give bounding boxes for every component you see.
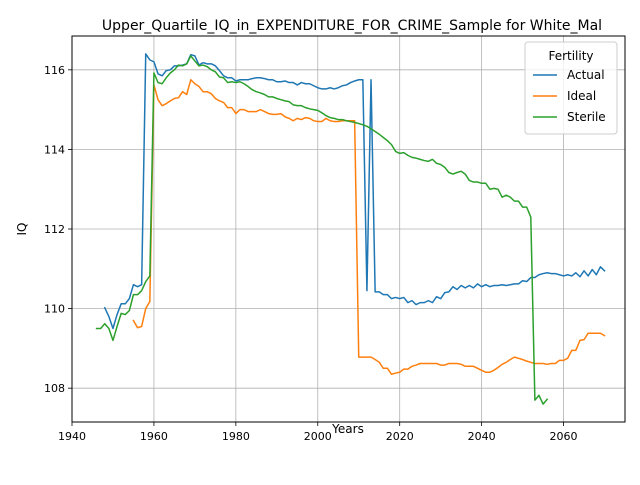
series-line-ideal [132, 79, 606, 375]
legend-label-sterile: Sterile [567, 110, 606, 124]
y-tick-label: 110 [44, 303, 65, 316]
plot-frame [71, 35, 626, 423]
legend-frame [524, 41, 618, 135]
series-lines [95, 53, 606, 405]
x-tick-label: 2000 [304, 430, 332, 443]
x-tick-label: 2040 [468, 430, 496, 443]
x-tick-label: 2020 [386, 430, 414, 443]
series-line-sterile [95, 55, 549, 405]
legend-label-actual: Actual [567, 68, 605, 82]
legend-title: Fertility [548, 49, 593, 63]
y-tick-label: 108 [44, 382, 65, 395]
grid [71, 36, 625, 422]
axes: 1940 1960 1980 2000 2020 2040 2060 108 110 112 114… [44, 35, 626, 443]
y-tick-label: 114 [44, 143, 65, 156]
y-tick-label: 112 [44, 223, 65, 236]
x-tick-label: 1940 [58, 430, 86, 443]
x-axis-label: Years [331, 422, 364, 436]
y-axis-label: IQ [15, 223, 29, 236]
legend-label-ideal: Ideal [567, 89, 596, 103]
x-tick-label: 1980 [222, 430, 250, 443]
y-tick-label: 116 [44, 64, 65, 77]
legend: Fertility Actual Ideal Sterile [524, 41, 618, 135]
chart-title: Upper_Quartile_IQ_in_EXPENDITURE_FOR_CRI… [102, 18, 602, 34]
x-tick-label: 1960 [140, 430, 168, 443]
x-tick-label: 2060 [550, 430, 578, 443]
